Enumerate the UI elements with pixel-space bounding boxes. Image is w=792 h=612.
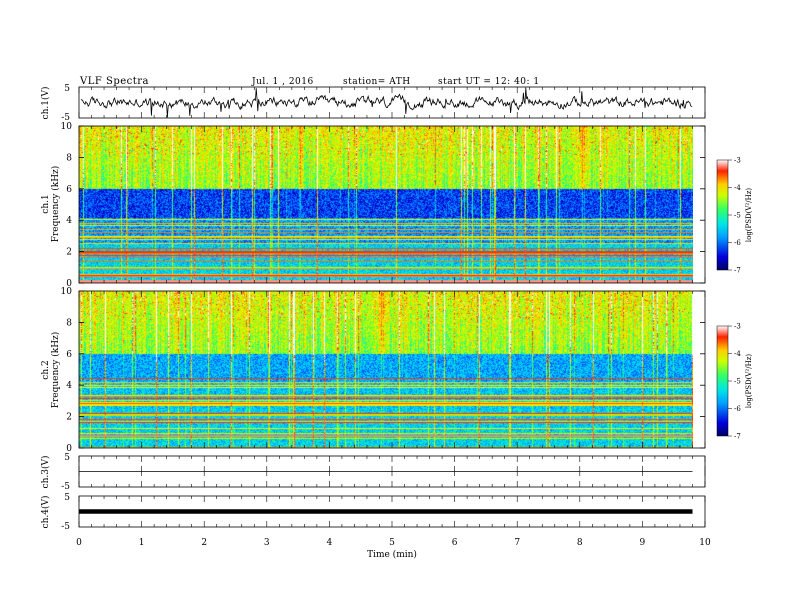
ch1-colorbar-tick-label: -5 xyxy=(734,212,741,220)
time-tick-label: 8 xyxy=(577,538,583,548)
time-tick-label: 2 xyxy=(201,538,207,548)
ch2-spectrogram-image xyxy=(79,291,693,448)
ch1-waveform-trace xyxy=(80,87,693,118)
ch2-colorbar-tick-label: -4 xyxy=(734,350,741,358)
ch1-waveform-panel: 5 -5 ch.1(V) xyxy=(40,84,706,123)
ch4-waveform-ylabel: ch.4(V) xyxy=(40,496,51,529)
ch1-frequency-label: Frequency (kHz) xyxy=(50,166,61,243)
time-ticks xyxy=(78,87,706,527)
time-tick-label: 6 xyxy=(452,538,458,548)
ch2-channel-label: ch.2 xyxy=(41,360,51,379)
ch1-colorbar xyxy=(716,159,729,271)
ch2-ytick-label: 2 xyxy=(66,413,72,423)
ch1-colorbar-tick-label: -7 xyxy=(734,267,741,275)
ch2-ytick-label: 8 xyxy=(66,318,72,328)
ch1-spectrogram-image xyxy=(79,126,693,283)
ch2-ytick-label: 10 xyxy=(61,287,73,297)
time-tick-label: 4 xyxy=(327,538,333,548)
time-axis-ticks: 0 1 2 3 4 5 6 7 8 9 10 xyxy=(76,538,711,548)
ch3-waveform-ylabel: ch.3(V) xyxy=(40,456,51,489)
figure-title: VLF Spectra xyxy=(79,76,149,87)
ch4-ytick-bottom: -5 xyxy=(61,522,70,532)
ch2-colorbar-tick-label: -6 xyxy=(734,405,741,413)
time-tick-label: 1 xyxy=(139,538,145,548)
ch2-colorbar xyxy=(716,325,729,437)
ch1-ytick-label: 4 xyxy=(66,216,72,226)
start-time-label: start UT = 12: 40: 1 xyxy=(438,77,540,87)
time-axis-label: Time (min) xyxy=(367,549,417,560)
date-label: Jul. 1 , 2016 xyxy=(251,77,314,87)
ch1-ytick-top: 5 xyxy=(64,84,70,94)
ch1-ytick-label: 10 xyxy=(61,122,73,132)
station-label: station= ATH xyxy=(343,77,411,87)
ch1-ytick-bottom: -5 xyxy=(61,113,70,123)
ch2-frequency-label: Frequency (kHz) xyxy=(50,332,61,409)
ch2-colorbar-tick-label: -5 xyxy=(734,378,741,386)
ch1-colorbar-tick-label: -3 xyxy=(734,157,741,165)
ch2-ytick-label: 0 xyxy=(66,444,72,454)
time-tick-label: 10 xyxy=(699,538,711,548)
ch1-ytick-label: 0 xyxy=(66,279,72,289)
ch1-ytick-label: 2 xyxy=(66,248,72,258)
time-tick-label: 3 xyxy=(264,538,270,548)
ch3-waveform-panel: 5 -5 ch.3(V) xyxy=(40,453,706,492)
time-tick-label: 5 xyxy=(389,538,395,548)
ch4-ytick-top: 5 xyxy=(64,493,70,503)
ch1-colorbar-tick-label: -4 xyxy=(734,184,741,192)
ch1-ytick-label: 6 xyxy=(66,185,72,195)
ch2-colorbar-tick-label: -7 xyxy=(734,433,741,441)
ch1-colorbar-label: log(PSD(V²/Hz) xyxy=(745,188,753,243)
ch1-channel-label: ch.1 xyxy=(41,194,51,213)
ch2-ytick-label: 4 xyxy=(66,381,72,391)
ch1-waveform-ylabel: ch.1(V) xyxy=(40,87,51,120)
ch1-ytick-label: 8 xyxy=(66,153,72,163)
ch1-colorbar-tick-label: -6 xyxy=(734,239,741,247)
time-tick-label: 7 xyxy=(514,538,520,548)
ch3-ytick-bottom: -5 xyxy=(61,482,70,492)
time-tick-label: 9 xyxy=(640,538,646,548)
ch2-colorbar-tick-label: -3 xyxy=(734,323,741,331)
time-tick-label: 0 xyxy=(76,538,82,548)
ch2-colorbar-label: log(PSD(V²/Hz) xyxy=(745,354,753,409)
ch3-ytick-top: 5 xyxy=(64,453,70,463)
ch4-waveform-panel: 5 -5 ch.4(V) xyxy=(40,493,706,532)
ch2-ytick-label: 6 xyxy=(66,350,72,360)
